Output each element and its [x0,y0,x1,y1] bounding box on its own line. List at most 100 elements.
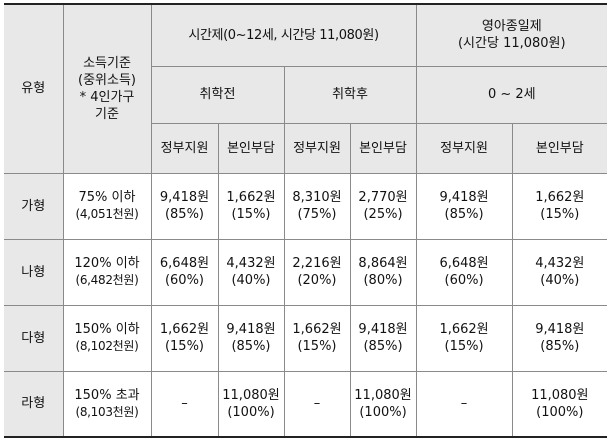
cell-amount: 1,662원 [439,322,489,337]
header-infant-age: 0 ~ 2세 [415,65,608,124]
cell-infant-gov: 6,648원 (60%) [415,238,513,306]
cell-hourly-after-self: 11,080원 (100%) [349,370,417,438]
cell-percent: (20%) [297,273,337,288]
cell-percent: (15%) [297,339,337,354]
header-gov-support: 정부지원 [415,122,513,174]
header-after-school: 취학후 [283,65,417,124]
header-self-pay: 본인부담 [511,122,608,174]
cell-amount: 4,432원 [535,256,585,271]
cell-hourly-after-gov: 8,310원 (75%) [283,172,351,240]
cell-percent: (80%) [363,273,403,288]
cell-amount: – [181,396,188,412]
cell-percent: (75%) [297,207,337,222]
row-criteria: 120% 이하 (6,482천원) [62,238,152,306]
criteria-amount: (4,051천원) [75,207,139,221]
row-criteria: 150% 이하 (8,102천원) [62,304,152,372]
cell-hourly-before-self: 9,418원 (85%) [217,304,285,372]
header-income-line-1: 소득기준 [83,55,131,71]
cell-hourly-before-gov: 1,662원 (15%) [150,304,219,372]
table-row: 가형 75% 이하 (4,051천원) 9,418원 (85%) 1,662원 (15… [4,172,608,240]
cell-percent: (100%) [536,404,584,420]
header-type: 유형 [4,3,64,174]
cell-percent: (85%) [231,339,271,354]
cell-infant-self: 4,432원 (40%) [511,238,608,306]
cell-amount: 9,418원 [358,322,408,337]
row-type: 가형 [4,172,64,240]
header-infant-fullday: 영아종일제 (시간당 11,080원) [415,3,608,67]
cell-amount: 8,310원 [292,190,342,205]
row-type: 나형 [4,238,64,306]
cell-amount: 1,662원 [292,322,342,337]
cell-infant-self: 9,418원 (85%) [511,304,608,372]
criteria-amount: (8,102천원) [75,339,139,353]
cell-amount: 9,418원 [535,322,585,337]
row-type: 다형 [4,304,64,372]
cell-amount: 6,648원 [159,256,210,271]
cell-percent: (15%) [164,339,205,354]
cell-percent: (100%) [227,404,275,420]
cell-amount: 2,216원 [292,256,342,271]
cell-hourly-after-gov: 1,662원 (15%) [283,304,351,372]
cell-infant-gov: 9,418원 (85%) [415,172,513,240]
cell-percent: (25%) [363,207,403,222]
cell-amount: 2,770원 [358,190,408,205]
cell-amount: 9,418원 [159,190,210,205]
cell-hourly-after-gov: 2,216원 (20%) [283,238,351,306]
criteria-amount: (6,482천원) [75,273,139,287]
cell-hourly-before-self: 11,080원 (100%) [217,370,285,438]
cell-percent: (85%) [540,339,580,354]
cell-hourly-before-gov: 6,648원 (60%) [150,238,219,306]
cell-percent: (85%) [164,207,205,222]
cell-amount: 4,432원 [226,256,276,271]
cell-amount: 11,080원 [531,387,589,403]
criteria-percent: 75% 이하 [78,190,136,205]
header-self-pay: 본인부담 [217,122,285,174]
cell-amount: 1,662원 [226,190,276,205]
cell-hourly-before-gov: – [150,370,219,438]
cell-hourly-after-gov: – [283,370,351,438]
cell-amount: 11,080원 [222,387,280,403]
cell-percent: (60%) [444,273,484,288]
cell-amount: 6,648원 [439,256,489,271]
criteria-percent: 150% 초과 [74,387,140,403]
cell-percent: (40%) [540,273,580,288]
cell-amount: 1,662원 [159,322,210,337]
cell-amount: 9,418원 [226,322,276,337]
cell-percent: (40%) [231,273,271,288]
header-gov-support: 정부지원 [283,122,351,174]
cell-percent: (85%) [444,207,484,222]
criteria-amount: (8,103천원) [75,404,139,419]
header-before-school: 취학전 [151,65,285,124]
fee-table: 유형 소득기준 (중위소득) * 4인가구 기준 시간제(0~12세, 시간당 … [4,3,608,438]
header-infant-line-2: (시간당 11,080원) [457,36,566,52]
cell-hourly-before-gov: 9,418원 (85%) [150,172,219,240]
cell-percent: (15%) [444,339,484,354]
cell-hourly-after-self: 2,770원 (25%) [349,172,417,240]
table-row: 나형 120% 이하 (6,482천원) 6,648원 (60%) 4,432원 (4… [4,238,608,306]
header-self-pay: 본인부담 [349,122,417,174]
row-criteria: 75% 이하 (4,051천원) [62,172,152,240]
cell-amount: 11,080원 [354,387,412,403]
cell-percent: (15%) [231,207,271,222]
header-income-criteria: 소득기준 (중위소득) * 4인가구 기준 [62,3,152,174]
cell-amount: 9,418원 [439,190,489,205]
cell-hourly-before-self: 4,432원 (40%) [217,238,285,306]
header-income-line-4: 기준 [95,106,119,122]
cell-infant-gov: – [415,370,513,438]
cell-amount: 1,662원 [535,190,585,205]
cell-hourly-after-self: 8,864원 (80%) [349,238,417,306]
criteria-percent: 120% 이하 [74,256,140,271]
header-infant-line-1: 영아종일제 [481,19,542,35]
cell-hourly-before-self: 1,662원 (15%) [217,172,285,240]
cell-percent: (85%) [363,339,403,354]
row-criteria: 150% 초과 (8,103천원) [62,370,152,438]
cell-infant-gov: 1,662원 (15%) [415,304,513,372]
cell-amount: – [313,396,321,412]
cell-percent: (100%) [359,404,407,420]
cell-hourly-after-self: 9,418원 (85%) [349,304,417,372]
table-row: 다형 150% 이하 (8,102천원) 1,662원 (15%) 9,418원 (8… [4,304,608,372]
cell-percent: (15%) [540,207,580,222]
header-income-line-3: * 4인가구 [79,89,135,105]
table-row: 라형 150% 초과 (8,103천원) – 11,080원 (100%) – 11… [4,370,608,438]
cell-percent: (60%) [164,273,205,288]
